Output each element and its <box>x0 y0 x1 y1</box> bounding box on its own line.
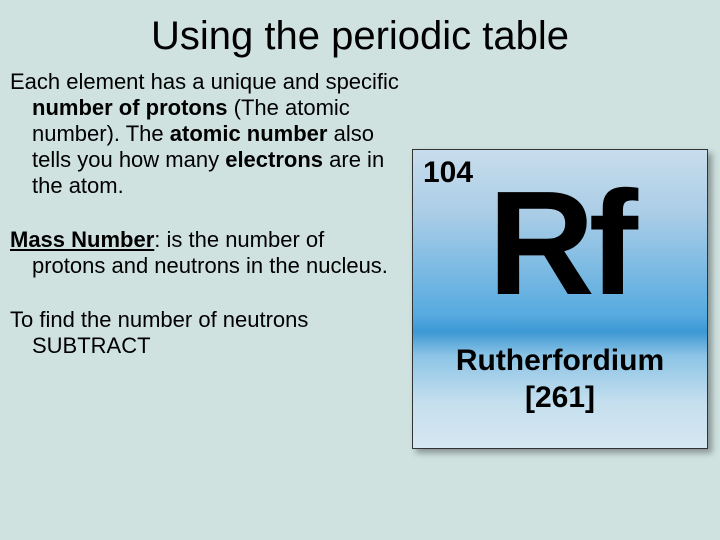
page-title: Using the periodic table <box>0 0 720 69</box>
element-mass: [261] <box>413 381 707 415</box>
p1-b2: atomic number <box>170 121 328 146</box>
content-row: Each element has a unique and specific n… <box>0 69 720 449</box>
p2-b1: Mass Number <box>10 227 154 252</box>
paragraph-1: Each element has a unique and specific n… <box>10 69 400 199</box>
p1-b3: electrons <box>225 147 323 172</box>
paragraph-3: To find the number of neutrons SUBTRACT <box>10 307 400 359</box>
paragraph-2: Mass Number: is the number of protons an… <box>10 227 400 279</box>
element-tile: 104 Rf Rutherfordium [261] <box>412 149 708 449</box>
tile-bottom-region: Rutherfordium [261] <box>413 332 707 449</box>
tile-top-region: 104 Rf <box>413 150 707 332</box>
tile-column: 104 Rf Rutherfordium [261] <box>408 69 708 449</box>
p3-t1: To find the number of neutrons SUBTRACT <box>10 307 308 358</box>
p1-b1: number of protons <box>32 95 228 120</box>
p1-t1: Each element has a unique and specific <box>10 69 399 94</box>
text-column: Each element has a unique and specific n… <box>10 69 408 449</box>
element-symbol: Rf <box>413 170 707 318</box>
element-name: Rutherfordium <box>413 344 707 377</box>
